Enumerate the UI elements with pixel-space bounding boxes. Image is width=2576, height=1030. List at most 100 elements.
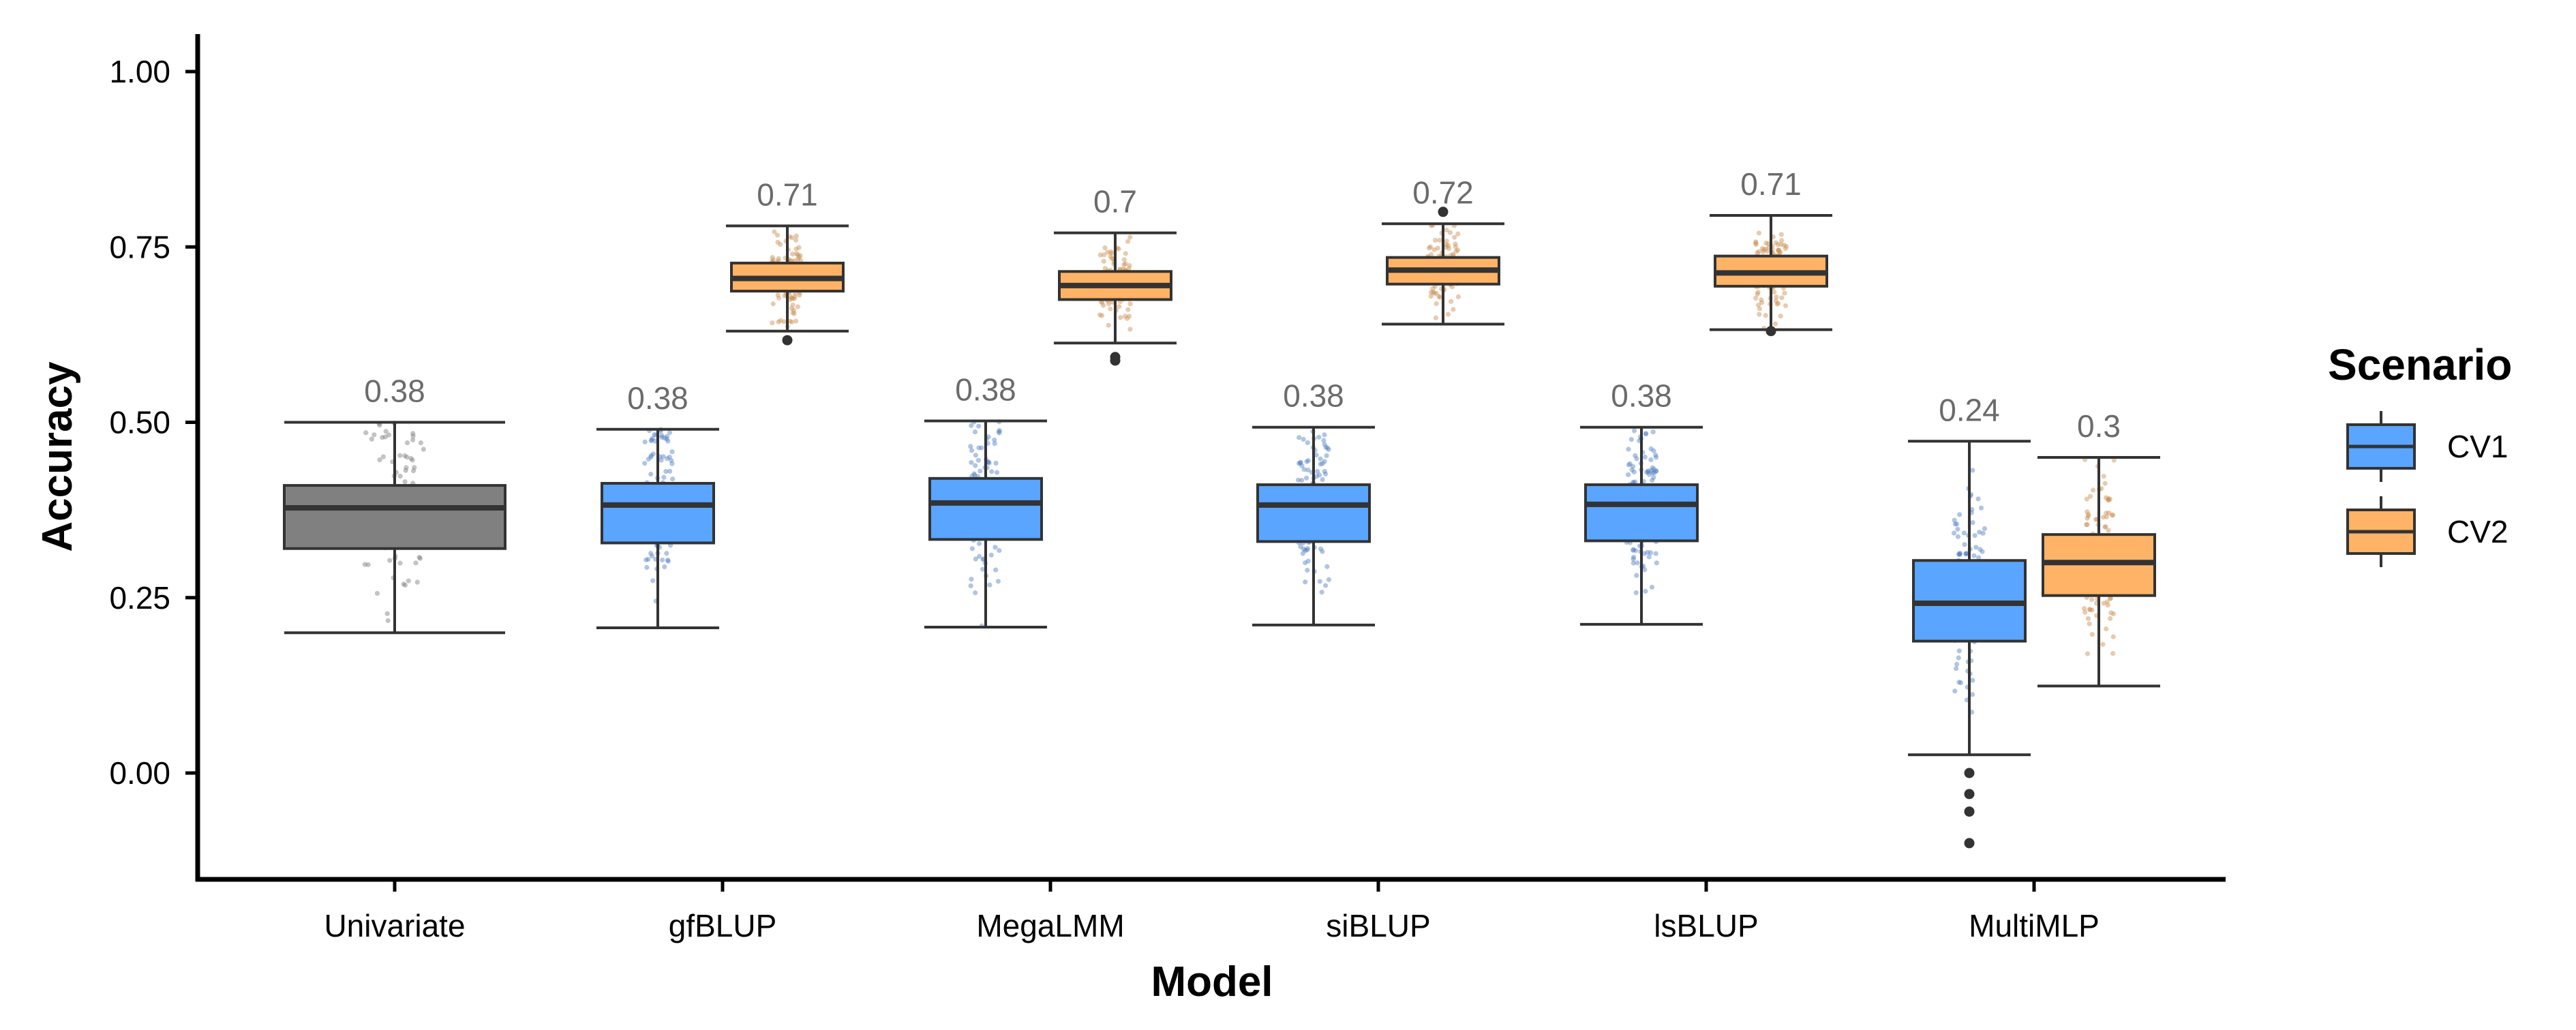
boxes bbox=[283, 207, 2160, 849]
jitter-point bbox=[1963, 551, 1969, 557]
jitter-point bbox=[778, 241, 783, 247]
jitter-point bbox=[652, 431, 657, 438]
box-rect bbox=[928, 476, 1043, 541]
jitter-point bbox=[1443, 242, 1449, 247]
jitter-point bbox=[988, 552, 994, 558]
jitter-point bbox=[1299, 463, 1305, 468]
jitter-point bbox=[1763, 240, 1769, 246]
jitter-point bbox=[1126, 266, 1132, 271]
jitter-point bbox=[1443, 245, 1449, 250]
jitter-point bbox=[2082, 609, 2088, 615]
jitter-point bbox=[1431, 290, 1437, 296]
box-multimlp-cv2 bbox=[2037, 455, 2160, 688]
jitter-point bbox=[1954, 661, 1960, 667]
jitter-point bbox=[1651, 448, 1656, 453]
jitter-point bbox=[1635, 560, 1640, 566]
box-rect bbox=[283, 484, 506, 550]
jitter-point bbox=[1763, 313, 1768, 318]
jitter-point bbox=[1324, 445, 1330, 451]
jitter-point bbox=[1970, 520, 1975, 526]
box-gfblup-cv2 bbox=[726, 224, 849, 346]
jitter-point bbox=[1629, 467, 1635, 472]
jitter-point bbox=[665, 456, 670, 461]
jitter-point bbox=[1760, 249, 1766, 254]
jitter-points bbox=[362, 222, 2117, 715]
jitter-point bbox=[1323, 444, 1329, 450]
jitter-point bbox=[1976, 555, 1982, 560]
jitter-point bbox=[1633, 548, 1639, 554]
box-rect bbox=[601, 482, 715, 545]
jitter-point bbox=[775, 239, 781, 245]
jitter-point bbox=[1650, 478, 1655, 483]
jitter-point bbox=[363, 430, 369, 436]
jitter-point bbox=[1105, 249, 1110, 255]
jitter-point bbox=[410, 434, 416, 439]
jitter-point bbox=[372, 432, 377, 438]
jitter-point bbox=[1304, 459, 1309, 464]
outlier-point bbox=[1110, 355, 1121, 366]
median-label: 0.7 bbox=[1093, 184, 1137, 219]
jitter-point bbox=[1626, 472, 1631, 477]
jitter-point bbox=[1753, 240, 1759, 246]
jitter-point bbox=[1759, 246, 1765, 252]
jitter-point bbox=[1318, 546, 1324, 551]
jitter-point bbox=[362, 562, 367, 567]
jitter-point bbox=[1957, 551, 1963, 557]
jitter-point bbox=[2110, 634, 2116, 639]
jitter-point bbox=[791, 311, 797, 316]
box-siblup-cv1 bbox=[1252, 425, 1375, 626]
jitter-point bbox=[1631, 554, 1637, 560]
jitter-point bbox=[365, 562, 371, 567]
jitter-point bbox=[662, 435, 667, 441]
jitter-point bbox=[1434, 301, 1439, 307]
jitter-point bbox=[1100, 303, 1106, 308]
jitter-point bbox=[667, 430, 673, 436]
median-label: 0.24 bbox=[1939, 392, 2000, 427]
jitter-point bbox=[1982, 526, 1987, 532]
jitter-point bbox=[1634, 573, 1639, 578]
jitter-point bbox=[644, 564, 650, 571]
jitter-point bbox=[1326, 577, 1332, 582]
jitter-point bbox=[973, 590, 978, 596]
jitter-point bbox=[1298, 544, 1303, 549]
jitter-point bbox=[1643, 588, 1648, 594]
jitter-point bbox=[1322, 471, 1329, 476]
jitter-point bbox=[2104, 511, 2109, 516]
jitter-point bbox=[661, 474, 667, 480]
jitter-point bbox=[986, 460, 992, 466]
jitter-point bbox=[387, 558, 393, 563]
jitter-point bbox=[1447, 230, 1453, 235]
jitter-point bbox=[648, 551, 654, 556]
jitter-point bbox=[670, 476, 676, 482]
outlier-point bbox=[1964, 806, 1975, 817]
jitter-point bbox=[1316, 434, 1322, 440]
jitter-point bbox=[402, 582, 408, 588]
median-labels: 0.38 0.38 0.71 0.38 0.7 0.38 0.72 0.38 0.71 0.24 0… bbox=[364, 166, 2121, 444]
jitter-point bbox=[1775, 301, 1781, 306]
box-lsblup-cv2 bbox=[1710, 213, 1832, 337]
jitter-point bbox=[377, 423, 382, 428]
jitter-point bbox=[646, 456, 651, 462]
jitter-point bbox=[968, 444, 973, 449]
jitter-point bbox=[1781, 243, 1787, 248]
box-megalmm-cv1 bbox=[924, 419, 1047, 628]
jitter-point bbox=[1125, 239, 1131, 244]
jitter-point bbox=[980, 557, 986, 562]
jitter-point bbox=[397, 560, 403, 566]
jitter-point bbox=[789, 319, 795, 325]
jitter-point bbox=[663, 469, 669, 474]
jitter-point bbox=[1776, 247, 1781, 253]
jitter-point bbox=[973, 463, 978, 468]
jitter-point bbox=[1755, 250, 1760, 256]
jitter-point bbox=[412, 465, 417, 470]
jitter-point bbox=[2085, 651, 2091, 656]
jitter-point bbox=[770, 301, 776, 307]
jitter-point bbox=[416, 555, 422, 560]
jitter-point bbox=[1321, 438, 1327, 443]
jitter-point bbox=[1970, 468, 1975, 473]
jitter-point bbox=[2087, 607, 2093, 612]
jitter-point bbox=[659, 435, 665, 440]
jitter-point bbox=[648, 471, 654, 477]
jitter-point bbox=[1779, 238, 1785, 243]
jitter-point bbox=[369, 436, 374, 442]
